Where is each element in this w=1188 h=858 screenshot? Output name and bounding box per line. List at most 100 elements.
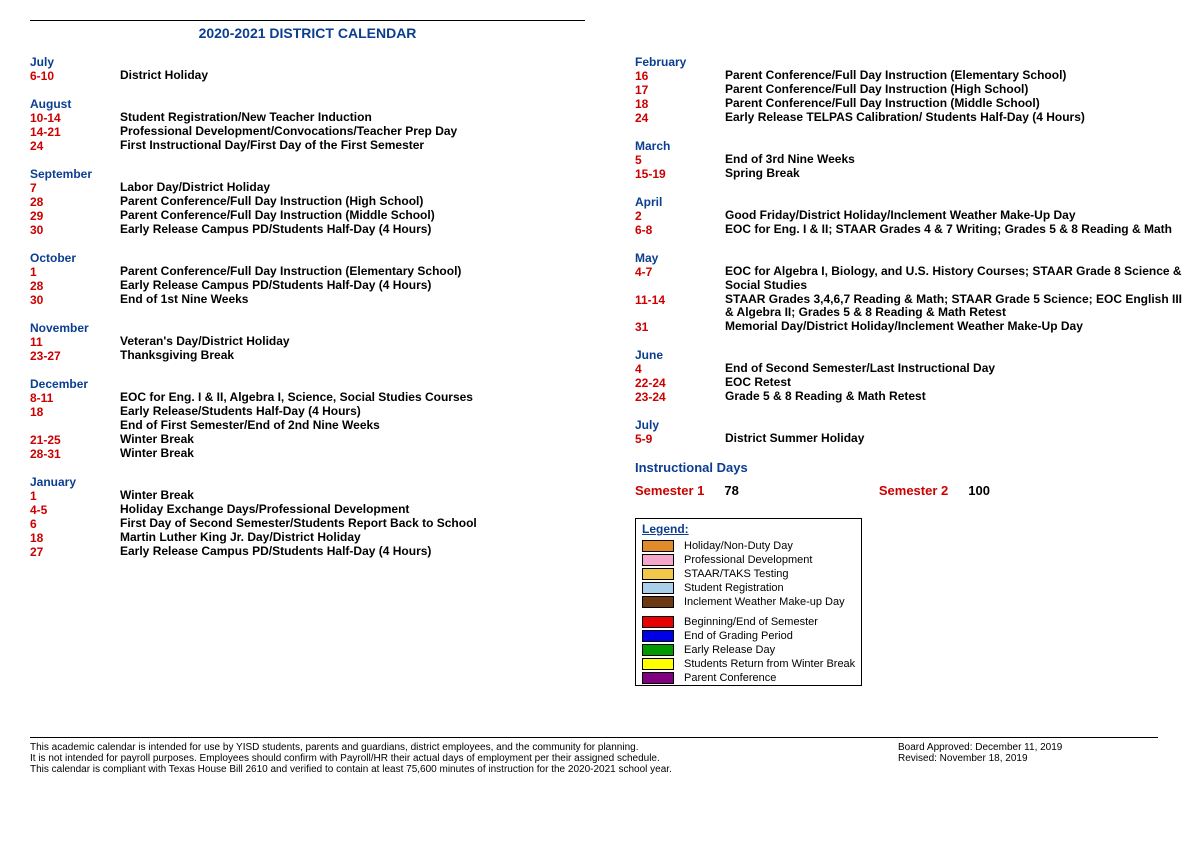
legend-swatch bbox=[642, 582, 674, 594]
entry-date: 17 bbox=[635, 83, 725, 97]
entry-desc: Veteran's Day/District Holiday bbox=[120, 335, 290, 349]
calendar-entry: 18Early Release/Students Half-Day (4 Hou… bbox=[30, 405, 585, 419]
entry-date bbox=[30, 419, 120, 433]
month-block: March5End of 3rd Nine Weeks15-19Spring B… bbox=[635, 139, 1188, 181]
month-block: December8-11EOC for Eng. I & II, Algebra… bbox=[30, 377, 585, 461]
calendar-entry: 6-8EOC for Eng. I & II; STAAR Grades 4 &… bbox=[635, 223, 1188, 237]
month-block: September7Labor Day/District Holiday28Pa… bbox=[30, 167, 585, 237]
top-rule bbox=[30, 20, 585, 21]
sem2-value: 100 bbox=[968, 483, 990, 498]
entry-date: 10-14 bbox=[30, 111, 120, 125]
legend-swatch bbox=[642, 672, 674, 684]
entry-desc: First Day of Second Semester/Students Re… bbox=[120, 517, 477, 531]
legend-text: Students Return from Winter Break bbox=[684, 658, 855, 670]
calendar-entry: 24First Instructional Day/First Day of t… bbox=[30, 139, 585, 153]
legend-swatch bbox=[642, 540, 674, 552]
legend-text: End of Grading Period bbox=[684, 630, 793, 642]
right-column: February16Parent Conference/Full Day Ins… bbox=[635, 55, 1188, 687]
entry-date: 28-31 bbox=[30, 447, 120, 461]
entry-desc: EOC Retest bbox=[725, 376, 791, 390]
legend-swatch bbox=[642, 658, 674, 670]
calendar-entry: 23-24Grade 5 & 8 Reading & Math Retest bbox=[635, 390, 1188, 404]
calendar-entry: 4-7EOC for Algebra I, Biology, and U.S. … bbox=[635, 265, 1188, 293]
entry-desc: Early Release/Students Half-Day (4 Hours… bbox=[120, 405, 361, 419]
month-block: January1Winter Break4-5Holiday Exchange … bbox=[30, 475, 585, 559]
entry-date: 15-19 bbox=[635, 167, 725, 181]
calendar-entry: 8-11EOC for Eng. I & II, Algebra I, Scie… bbox=[30, 391, 585, 405]
calendar-entry: 18Parent Conference/Full Day Instruction… bbox=[635, 97, 1188, 111]
legend-swatch bbox=[642, 630, 674, 642]
month-name: October bbox=[30, 251, 585, 265]
entry-desc: Spring Break bbox=[725, 167, 800, 181]
entry-desc: Parent Conference/Full Day Instruction (… bbox=[725, 69, 1066, 83]
legend-row: Professional Development bbox=[636, 553, 861, 567]
month-name: December bbox=[30, 377, 585, 391]
footer-l3: This calendar is compliant with Texas Ho… bbox=[30, 764, 898, 775]
legend-swatch bbox=[642, 616, 674, 628]
entry-desc: EOC for Eng. I & II, Algebra I, Science,… bbox=[120, 391, 473, 405]
legend-text: Student Registration bbox=[684, 582, 784, 594]
entry-date: 24 bbox=[30, 139, 120, 153]
calendar-entry: 30End of 1st Nine Weeks bbox=[30, 293, 585, 307]
calendar-entry: 28Early Release Campus PD/Students Half-… bbox=[30, 279, 585, 293]
entry-desc: First Instructional Day/First Day of the… bbox=[120, 139, 424, 153]
entry-date: 6-10 bbox=[30, 69, 120, 83]
legend-text: Inclement Weather Make-up Day bbox=[684, 596, 845, 608]
entry-date: 23-27 bbox=[30, 349, 120, 363]
legend-swatch bbox=[642, 568, 674, 580]
calendar-entry: 15-19Spring Break bbox=[635, 167, 1188, 181]
calendar-entry: 4End of Second Semester/Last Instruction… bbox=[635, 362, 1188, 376]
entry-date: 24 bbox=[635, 111, 725, 125]
calendar-entry: 4-5Holiday Exchange Days/Professional De… bbox=[30, 503, 585, 517]
entry-desc: District Holiday bbox=[120, 69, 208, 83]
legend-swatch bbox=[642, 554, 674, 566]
footer-r2: Revised: November 18, 2019 bbox=[898, 753, 1158, 764]
calendar-entry: 6-10District Holiday bbox=[30, 69, 585, 83]
legend-row: Students Return from Winter Break bbox=[636, 657, 861, 671]
calendar-entry: 11Veteran's Day/District Holiday bbox=[30, 335, 585, 349]
calendar-entry: 1Winter Break bbox=[30, 489, 585, 503]
entry-date: 6 bbox=[30, 517, 120, 531]
entry-date: 18 bbox=[30, 405, 120, 419]
entry-date: 30 bbox=[30, 293, 120, 307]
legend-row: Parent Conference bbox=[636, 671, 861, 685]
legend-text: Holiday/Non-Duty Day bbox=[684, 540, 793, 552]
month-block: July5-9District Summer Holiday bbox=[635, 418, 1188, 446]
entry-date: 4 bbox=[635, 362, 725, 376]
entry-date: 8-11 bbox=[30, 391, 120, 405]
entry-date: 28 bbox=[30, 195, 120, 209]
legend-row: Holiday/Non-Duty Day bbox=[636, 539, 861, 553]
legend-row: STAAR/TAKS Testing bbox=[636, 567, 861, 581]
entry-date: 29 bbox=[30, 209, 120, 223]
entry-date: 18 bbox=[635, 97, 725, 111]
entry-desc: EOC for Algebra I, Biology, and U.S. His… bbox=[725, 265, 1188, 293]
legend-swatch bbox=[642, 596, 674, 608]
entry-date: 5-9 bbox=[635, 432, 725, 446]
month-block: February16Parent Conference/Full Day Ins… bbox=[635, 55, 1188, 125]
entry-date: 4-5 bbox=[30, 503, 120, 517]
month-name: May bbox=[635, 251, 1188, 265]
page-title: 2020-2021 DISTRICT CALENDAR bbox=[30, 25, 585, 41]
entry-desc: Thanksgiving Break bbox=[120, 349, 234, 363]
footer-l2: It is not intended for payroll purposes.… bbox=[30, 753, 898, 764]
month-name: June bbox=[635, 348, 1188, 362]
sem1-label: Semester 1 bbox=[635, 483, 704, 498]
calendar-entry: 5End of 3rd Nine Weeks bbox=[635, 153, 1188, 167]
legend-text: Professional Development bbox=[684, 554, 812, 566]
instructional-row: Semester 1 78 Semester 2 100 bbox=[635, 483, 1188, 498]
entry-desc: Winter Break bbox=[120, 489, 194, 503]
month-name: January bbox=[30, 475, 585, 489]
entry-date: 11-14 bbox=[635, 293, 725, 321]
left-column: July6-10District HolidayAugust10-14Stude… bbox=[30, 55, 585, 687]
month-name: March bbox=[635, 139, 1188, 153]
entry-date: 22-24 bbox=[635, 376, 725, 390]
calendar-entry: 28-31Winter Break bbox=[30, 447, 585, 461]
entry-desc: EOC for Eng. I & II; STAAR Grades 4 & 7 … bbox=[725, 223, 1172, 237]
calendar-entry: 16Parent Conference/Full Day Instruction… bbox=[635, 69, 1188, 83]
calendar-entry: 18Martin Luther King Jr. Day/District Ho… bbox=[30, 531, 585, 545]
entry-desc: Grade 5 & 8 Reading & Math Retest bbox=[725, 390, 926, 404]
entry-desc: Student Registration/New Teacher Inducti… bbox=[120, 111, 372, 125]
entry-desc: District Summer Holiday bbox=[725, 432, 864, 446]
entry-date: 30 bbox=[30, 223, 120, 237]
entry-desc: Early Release TELPAS Calibration/ Studen… bbox=[725, 111, 1085, 125]
